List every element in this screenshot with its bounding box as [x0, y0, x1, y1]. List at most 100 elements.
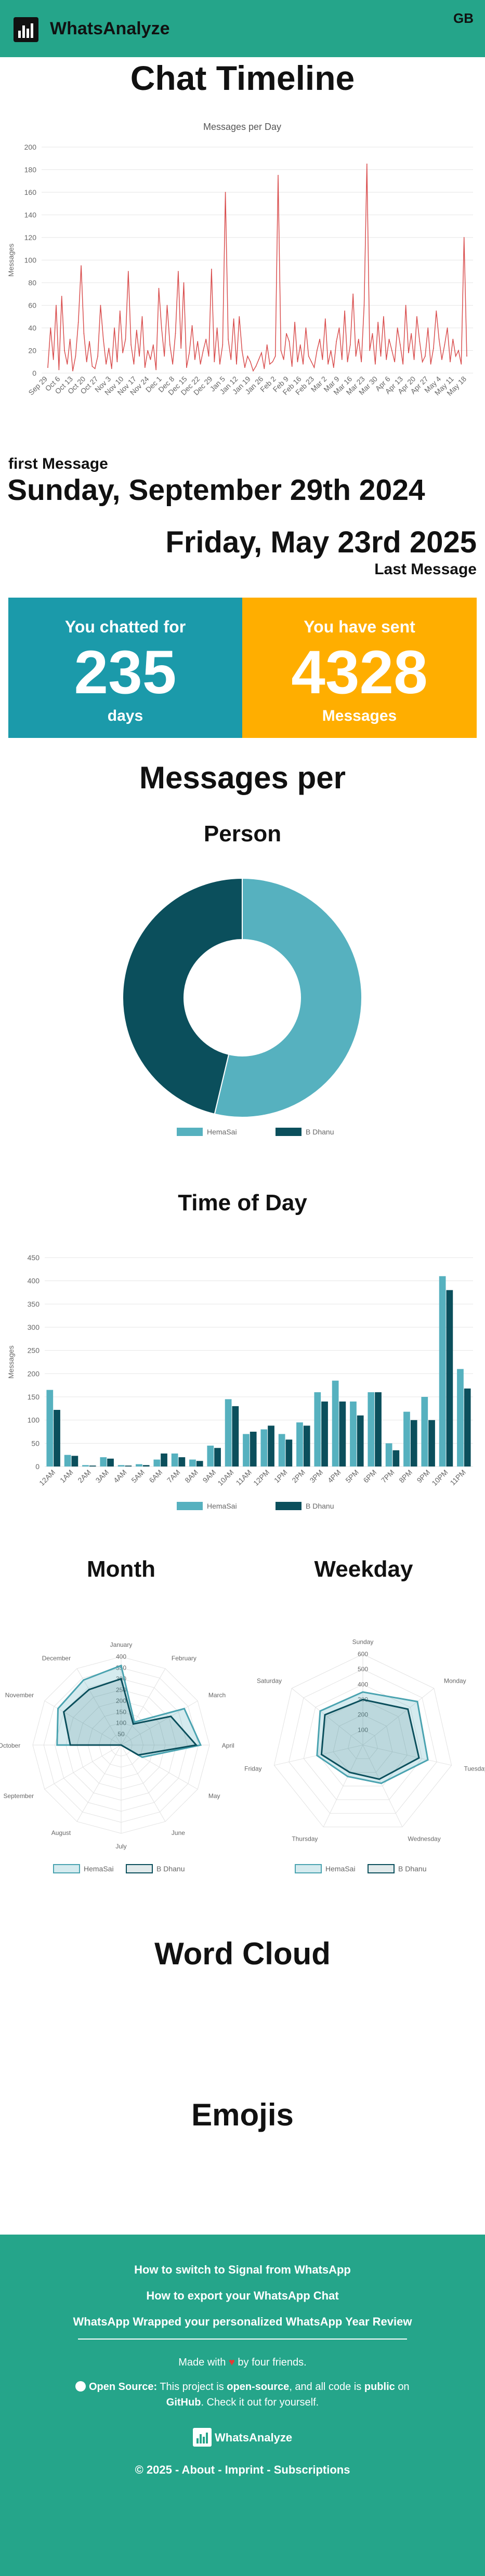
data-point [411, 333, 412, 334]
data-point [219, 363, 220, 365]
radar-axis-label: Sunday [352, 1639, 374, 1646]
bar [321, 1401, 328, 1467]
bar [268, 1425, 274, 1467]
data-point [316, 350, 318, 351]
bar [46, 1390, 54, 1467]
data-point [147, 350, 149, 351]
data-point [83, 333, 85, 334]
data-point [164, 355, 165, 357]
legend-label: HemaSai [325, 1865, 356, 1873]
data-point [319, 338, 320, 340]
y-tick-label: 450 [28, 1253, 40, 1262]
x-tick-label: 3AM [94, 1468, 111, 1485]
data-point [361, 361, 362, 363]
radar-spoke [362, 1688, 435, 1746]
weekday-heading: Weekday [314, 1556, 413, 1582]
radar-axis-label: December [42, 1655, 71, 1662]
radar-axis-label: Friday [244, 1765, 261, 1772]
data-point [330, 350, 332, 351]
data-point [205, 338, 207, 340]
data-point [208, 355, 209, 357]
first-message-date: Sunday, September 29th 2024 [7, 473, 425, 507]
language-selector[interactable]: GB [453, 10, 474, 26]
radar-axis-label: May [208, 1792, 220, 1800]
footer-link-export[interactable]: How to export your WhatsApp Chat [146, 2289, 339, 2302]
data-point [289, 341, 290, 342]
data-point [433, 348, 434, 349]
radar-axis-label: April [222, 1742, 234, 1749]
data-point [127, 271, 129, 272]
y-tick-label: 200 [28, 1369, 40, 1378]
data-point [203, 350, 204, 351]
data-point [447, 327, 448, 328]
messages-sent-card: You have sent 4328 Messages [242, 598, 477, 738]
data-point [344, 310, 346, 312]
github-icon[interactable] [75, 2381, 86, 2392]
radar-grid [348, 1729, 378, 1759]
brand-name[interactable]: WhatsAnalyze [50, 19, 170, 38]
radar-axis-label: Tuesday [464, 1765, 485, 1772]
messages-per-heading: Messages per [139, 760, 346, 795]
bar [278, 1434, 285, 1467]
data-point [214, 361, 215, 363]
open-source-label: Open Source: [89, 2381, 158, 2393]
bar [421, 1397, 428, 1467]
days-chatted-unit: days [107, 707, 143, 724]
bar [171, 1453, 178, 1467]
bar [285, 1439, 293, 1467]
x-tick-label: 1AM [58, 1468, 75, 1485]
radar-axis-label: November [5, 1692, 34, 1699]
bar [196, 1461, 203, 1467]
bar [446, 1290, 453, 1467]
time-of-day-heading: Time of Day [178, 1190, 307, 1216]
y-tick-label: 150 [28, 1393, 40, 1401]
data-point [241, 350, 243, 351]
legend-label: B Dhanu [306, 1128, 334, 1136]
footer-brand[interactable]: WhatsAnalyze [0, 2428, 485, 2447]
bar [89, 1465, 96, 1467]
github-link[interactable]: GitHub [166, 2397, 201, 2408]
bar [303, 1425, 310, 1467]
bar [260, 1429, 268, 1467]
footer-link-wrapped[interactable]: WhatsApp Wrapped your personalized Whats… [73, 2315, 412, 2328]
data-point [258, 359, 259, 360]
footer-link-signal[interactable]: How to switch to Signal from WhatsApp [134, 2263, 351, 2276]
radar-axis-label: October [0, 1742, 20, 1749]
data-point [172, 363, 174, 365]
page-title: Chat Timeline [130, 59, 355, 97]
radar-spoke [76, 1668, 122, 1746]
y-tick-label: 350 [28, 1300, 40, 1308]
data-point [297, 361, 298, 363]
x-tick-label: 9PM [415, 1468, 432, 1485]
bar [428, 1420, 435, 1467]
data-point [122, 352, 124, 353]
x-tick-label: 8PM [397, 1468, 414, 1485]
days-chatted-title: You chatted for [64, 617, 186, 636]
legend-label: HemaSai [207, 1502, 237, 1510]
radar-axis-label: February [172, 1655, 196, 1662]
y-tick-label: 100 [28, 1416, 40, 1424]
data-point [216, 327, 218, 328]
legend-swatch [276, 1502, 302, 1510]
data-point [386, 359, 387, 360]
radar-spoke [44, 1745, 122, 1790]
data-point [466, 355, 467, 357]
data-point [408, 352, 409, 353]
footer-copyright[interactable]: © 2025 - About - Imprint - Subscriptions [135, 2463, 350, 2476]
data-point [200, 363, 201, 365]
data-point [141, 316, 143, 318]
x-tick-label: 5PM [344, 1468, 360, 1485]
bar [439, 1276, 446, 1467]
data-point [253, 370, 254, 372]
data-point [230, 359, 232, 360]
last-message-date: Friday, May 23rd 2025 [165, 525, 477, 559]
y-tick-label: 250 [28, 1346, 40, 1355]
logo-icon[interactable] [14, 17, 38, 42]
made-with-text: Made with [178, 2357, 226, 2368]
data-point [280, 350, 282, 351]
data-point [380, 355, 382, 357]
y-tick-label: 50 [31, 1439, 40, 1447]
radar-series [320, 1698, 420, 1780]
x-tick-label: 9AM [201, 1468, 218, 1485]
data-point [455, 355, 456, 357]
